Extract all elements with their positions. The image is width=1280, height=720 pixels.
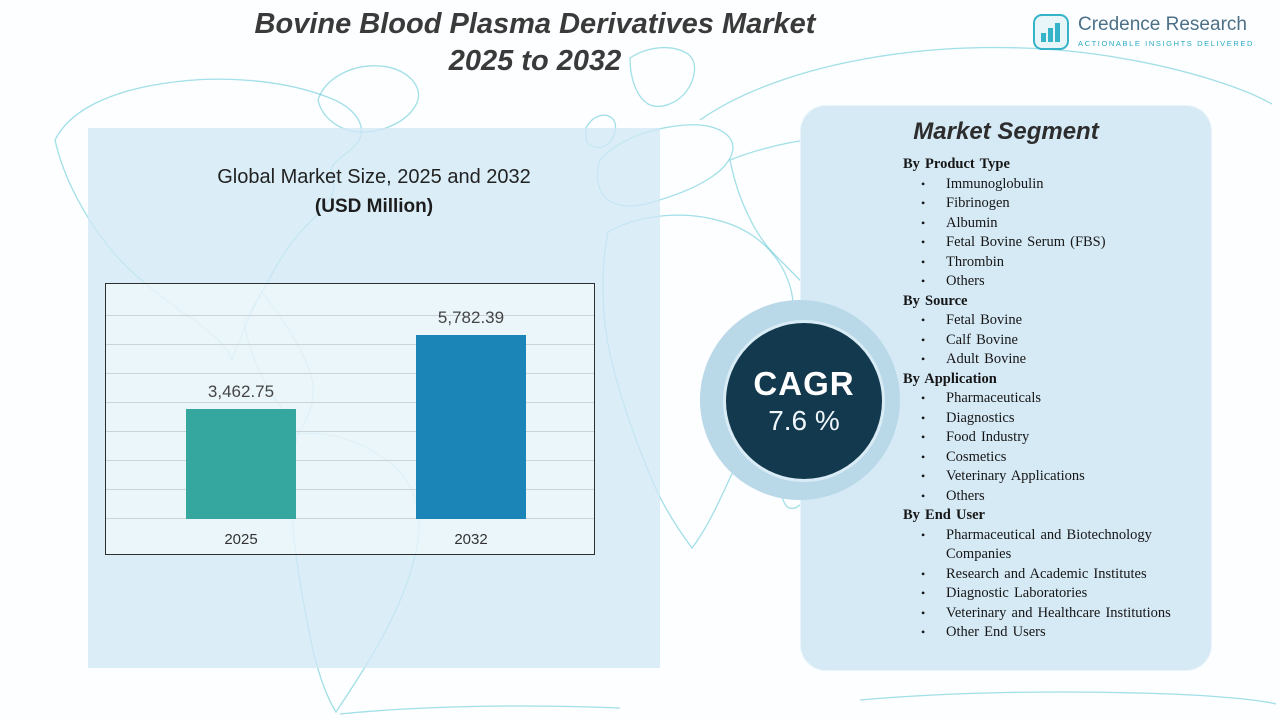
bar-value-2025: 3,462.75 [207, 381, 275, 401]
bar-column-2032: 5,782.39 2032 [416, 290, 526, 548]
list-item: Diagnostic Laboratories [903, 584, 1205, 604]
group-heading-product-type: By Product Type [903, 156, 1010, 172]
list-item: Fibrinogen [903, 194, 1205, 214]
cagr-label: CAGR [753, 365, 855, 402]
bar-category-2025: 2025 [224, 531, 258, 548]
list-item: Pharmaceuticals [903, 389, 1205, 409]
list-item: Veterinary Applications [903, 467, 1205, 487]
logo-name: Credence Research [1077, 14, 1247, 35]
list-item: Others [903, 272, 1205, 292]
logo-text: Credence Research ACTIONABLE INSIGHTS DE… [1078, 14, 1254, 48]
logo-icon [1032, 14, 1069, 50]
page-title: Bovine Blood Plasma Derivatives Market 2… [150, 6, 920, 80]
list-item: Veterinary and Healthcare Institutions [903, 604, 1205, 624]
chart-plot-area: 3,462.75 2025 5,782.39 2032 [106, 290, 594, 548]
chart-subtitle: (USD Million) [314, 196, 434, 217]
list-item: Immunoglobulin [903, 175, 1205, 195]
segment-list: By Product Type Immunoglobulin Fibrinoge… [801, 146, 1211, 643]
list-item: Others [903, 487, 1205, 507]
group-heading-application: By Application [903, 370, 997, 387]
group-items-application: Pharmaceuticals Diagnostics Food Industr… [903, 389, 1205, 506]
chart-title: Global Market Size, 2025 and 2032 [217, 166, 531, 188]
group-heading-end-user: By End User [903, 507, 985, 523]
list-item: Albumin [903, 214, 1205, 234]
logo: Credence Research ACTIONABLE INSIGHTS DE… [1032, 14, 1254, 50]
group-items-end-user: Pharmaceutical and Biotechnology Compani… [903, 526, 1205, 643]
bar-value-2032: 5,782.39 [437, 308, 505, 328]
list-item: Calf Bovine [903, 331, 1205, 351]
title-line-2: 2025 to 2032 [448, 45, 622, 78]
list-item: Food Industry [903, 428, 1205, 448]
logo-tagline: ACTIONABLE INSIGHTS DELIVERED [1077, 39, 1254, 48]
group-heading-source: By Source [903, 292, 968, 309]
title-line-1: Bovine Blood Plasma Derivatives Market [254, 8, 816, 40]
bar-category-2032: 2032 [454, 531, 488, 548]
cagr-badge: CAGR 7.6 % [723, 320, 885, 482]
list-item: Diagnostics [903, 409, 1205, 429]
group-items-source: Fetal Bovine Calf Bovine Adult Bovine [903, 311, 1205, 370]
list-item: Fetal Bovine [903, 311, 1205, 331]
group-items-product-type: Immunoglobulin Fibrinogen Albumin Fetal … [903, 175, 1205, 292]
cagr-value: 7.6 % [768, 405, 840, 436]
list-item: Research and Academic Institutes [903, 565, 1205, 585]
list-item: Adult Bovine [903, 350, 1205, 370]
bar-chart: 3,462.75 2025 5,782.39 2032 [105, 283, 595, 555]
list-item: Thrombin [903, 253, 1205, 273]
market-size-panel: Global Market Size, 2025 and 2032 (USD M… [88, 128, 660, 668]
bar-2032 [416, 335, 526, 519]
bar-2025 [186, 408, 296, 519]
list-item: Cosmetics [903, 448, 1205, 468]
list-item: Fetal Bovine Serum (FBS) [903, 233, 1205, 253]
bar-column-2025: 3,462.75 2025 [186, 290, 296, 548]
list-item: Other End Users [903, 623, 1205, 643]
list-item: Pharmaceutical and Biotechnology Compani… [903, 526, 1205, 565]
segment-panel-title: Market Segment [913, 118, 1099, 145]
